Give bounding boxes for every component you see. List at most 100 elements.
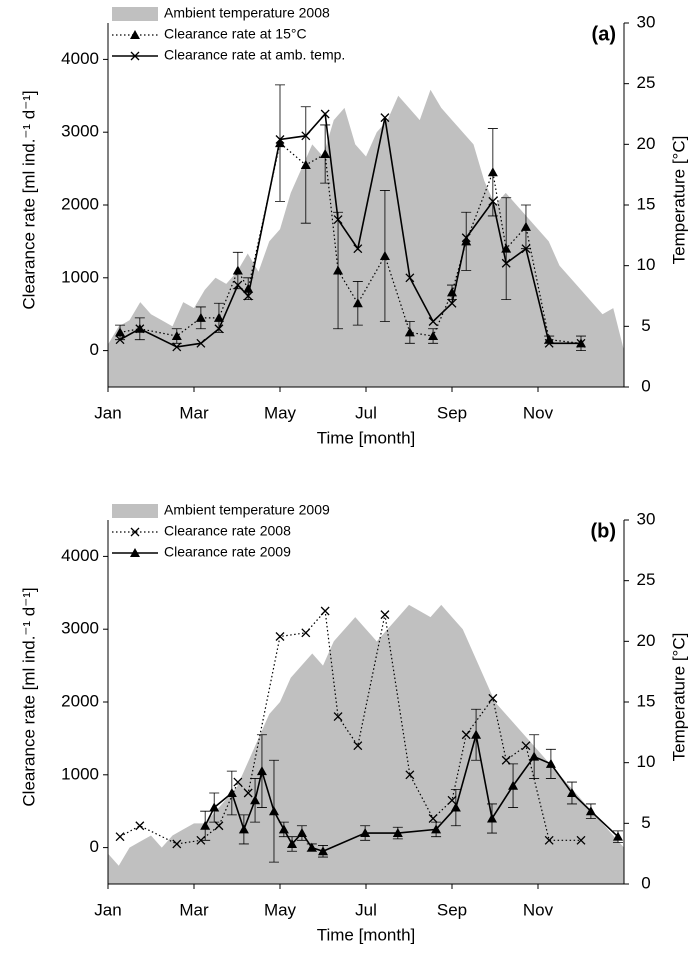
y-tick-label: 4000: [61, 49, 99, 68]
x-tick-label: Mar: [179, 900, 209, 919]
x-tick-label: Jul: [355, 403, 377, 422]
y2-tick-label: 30: [637, 509, 656, 528]
legend-label: Clearance rate at 15°C: [164, 26, 307, 42]
marker: [461, 730, 471, 740]
marker: [238, 824, 249, 834]
marker: [566, 788, 577, 797]
x-tick-label: May: [264, 403, 297, 422]
y-tick-label: 1000: [61, 267, 99, 286]
marker: [196, 338, 206, 348]
x-tick-label: Mar: [179, 403, 209, 422]
y2-tick-label: 10: [637, 255, 656, 274]
legend-marker: [130, 51, 140, 61]
x-tick-label: Sep: [437, 403, 467, 422]
marker: [296, 828, 307, 838]
marker: [612, 831, 623, 841]
marker: [301, 131, 311, 141]
marker: [487, 167, 498, 177]
marker: [576, 338, 586, 348]
y-tick-label: 0: [90, 340, 99, 359]
y2-tick-label: 25: [637, 570, 656, 589]
x-tick-label: Jul: [355, 900, 377, 919]
legend-label: Ambient temperature 2009: [164, 502, 330, 518]
marker: [320, 109, 330, 119]
marker: [115, 335, 125, 345]
marker: [209, 802, 220, 812]
y2-tick-label: 30: [637, 12, 656, 31]
marker: [333, 215, 343, 225]
marker: [353, 741, 363, 751]
x-tick-label: Nov: [523, 900, 554, 919]
marker: [450, 802, 461, 812]
series-line: [119, 112, 581, 348]
marker: [214, 324, 224, 334]
marker: [501, 755, 511, 765]
marker: [380, 610, 390, 620]
marker: [214, 821, 224, 831]
marker: [172, 342, 182, 352]
marker: [213, 312, 224, 322]
marker: [243, 283, 254, 293]
legend-label: Clearance rate 2009: [164, 544, 291, 560]
marker: [521, 741, 531, 751]
y2-tick-label: 10: [637, 752, 656, 771]
y2-axis-title: Temperature [°C]: [669, 633, 688, 762]
marker: [576, 835, 586, 845]
marker: [488, 693, 498, 703]
marker: [256, 766, 267, 776]
marker: [268, 806, 279, 816]
y-tick-label: 1000: [61, 764, 99, 783]
marker: [405, 273, 415, 283]
marker: [360, 828, 371, 838]
marker: [115, 327, 126, 337]
y2-tick-label: 15: [637, 691, 656, 710]
marker: [333, 712, 343, 722]
marker: [508, 780, 519, 790]
marker: [200, 820, 211, 830]
x-tick-label: Sep: [437, 900, 467, 919]
marker: [278, 824, 289, 834]
series-line: [119, 142, 582, 344]
x-axis-title: Time [month]: [317, 925, 416, 944]
marker: [405, 770, 415, 780]
marker: [488, 196, 498, 206]
legend-label: Clearance rate 2008: [164, 523, 291, 539]
temperature-area: [108, 89, 624, 387]
marker: [135, 821, 145, 831]
y2-tick-label: 5: [641, 813, 650, 832]
marker: [545, 758, 556, 768]
marker: [232, 265, 243, 275]
legend-marker: [130, 30, 140, 39]
y2-axis-title: Temperature [°C]: [669, 136, 688, 265]
marker: [392, 828, 403, 838]
legend-marker: [130, 548, 140, 557]
marker: [226, 788, 237, 797]
y-tick-label: 2000: [61, 691, 99, 710]
marker: [352, 298, 363, 308]
y2-tick-label: 0: [641, 873, 650, 892]
marker: [521, 244, 531, 254]
marker: [171, 331, 182, 341]
marker: [275, 632, 285, 641]
marker: [243, 788, 253, 798]
marker: [135, 324, 145, 334]
legend-swatch: [112, 7, 158, 21]
marker: [301, 628, 311, 638]
marker: [320, 149, 331, 159]
marker: [275, 135, 285, 144]
marker: [447, 795, 457, 805]
legend-swatch: [112, 504, 158, 518]
marker: [428, 814, 438, 823]
y-tick-label: 3000: [61, 122, 99, 141]
marker: [233, 777, 243, 787]
marker: [520, 221, 531, 231]
marker: [428, 317, 438, 326]
y2-tick-label: 25: [637, 73, 656, 92]
marker: [380, 113, 390, 123]
marker: [461, 233, 471, 243]
x-tick-label: Nov: [523, 403, 554, 422]
marker: [195, 312, 206, 322]
y2-tick-label: 5: [641, 316, 650, 335]
marker: [428, 331, 439, 341]
